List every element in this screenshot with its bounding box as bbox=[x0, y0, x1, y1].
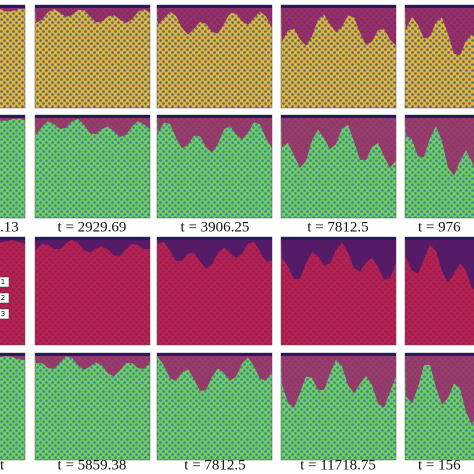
top-strip bbox=[35, 115, 150, 118]
plume bbox=[157, 237, 272, 269]
plume bbox=[281, 353, 396, 408]
plume bbox=[281, 115, 396, 169]
time-label: .13 bbox=[0, 219, 19, 235]
plume bbox=[157, 5, 272, 35]
plume bbox=[157, 115, 272, 153]
panel bbox=[34, 352, 151, 461]
top-strip bbox=[405, 353, 474, 356]
panel bbox=[0, 352, 26, 461]
time-label: t = 3906.25 bbox=[181, 219, 250, 235]
time-label: t = 7812.5 bbox=[307, 219, 368, 235]
top-strip bbox=[35, 237, 150, 240]
plume bbox=[157, 353, 272, 392]
legend-label: 1 bbox=[1, 278, 5, 286]
plume bbox=[35, 237, 150, 256]
time-label: t = 2929.69 bbox=[58, 219, 127, 235]
time-label: t = 5859.38 bbox=[58, 457, 127, 473]
panel bbox=[0, 4, 26, 109]
top-strip bbox=[35, 353, 150, 356]
panel bbox=[0, 114, 26, 219]
panel bbox=[34, 4, 151, 109]
legend-box bbox=[0, 276, 10, 288]
plume bbox=[405, 115, 474, 176]
plume bbox=[35, 5, 150, 23]
plume bbox=[281, 5, 396, 46]
time-label: t = 976 bbox=[418, 219, 461, 235]
top-strip bbox=[157, 115, 272, 118]
top-strip bbox=[35, 5, 150, 8]
top-strip bbox=[281, 115, 396, 118]
time-label: t = 156 bbox=[418, 457, 461, 473]
plume bbox=[405, 237, 474, 290]
top-strip bbox=[281, 237, 396, 240]
panel bbox=[0, 236, 26, 346]
plume bbox=[35, 353, 150, 377]
top-strip bbox=[405, 115, 474, 118]
top-strip bbox=[405, 237, 474, 240]
legend-box bbox=[0, 308, 10, 320]
plume bbox=[405, 5, 474, 56]
legend-label: 3 bbox=[1, 310, 5, 318]
top-strip bbox=[157, 237, 272, 240]
top-strip bbox=[0, 237, 25, 240]
plume bbox=[405, 353, 474, 425]
panel bbox=[34, 236, 151, 346]
time-label: t = 7812.5 bbox=[184, 457, 245, 473]
top-strip bbox=[281, 5, 396, 8]
top-strip bbox=[157, 5, 272, 8]
legend-label: 2 bbox=[1, 294, 5, 302]
top-strip bbox=[157, 353, 272, 356]
time-label: t bbox=[0, 457, 5, 473]
top-strip bbox=[0, 115, 25, 118]
plume bbox=[281, 237, 396, 280]
top-strip bbox=[0, 353, 25, 356]
plume bbox=[35, 115, 150, 138]
legend-box bbox=[0, 292, 10, 304]
time-label: t = 11718.75 bbox=[300, 457, 376, 473]
top-strip bbox=[405, 5, 474, 8]
top-strip bbox=[281, 353, 396, 356]
top-strip bbox=[0, 5, 25, 8]
